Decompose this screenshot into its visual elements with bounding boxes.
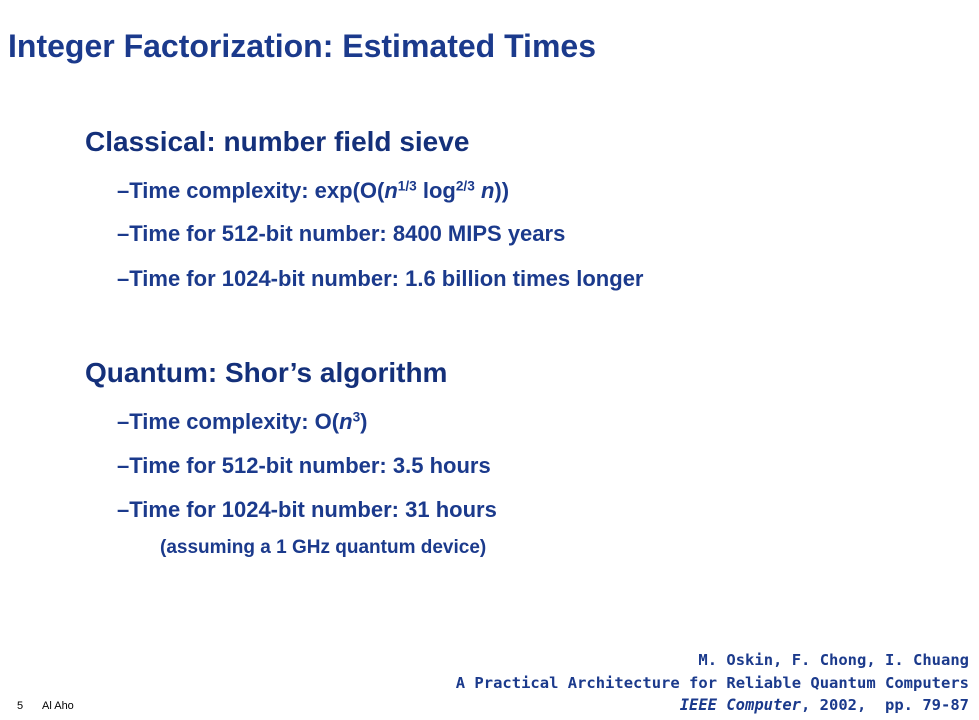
- text-run: –Time for 512-bit number: 8400 MIPS year…: [117, 221, 566, 246]
- text-run: IEEE Computer: [679, 696, 802, 714]
- slide-title: Integer Factorization: Estimated Times: [8, 28, 596, 64]
- text-run: –Time for 1024-bit number: 1.6 billion t…: [117, 266, 644, 291]
- citation-line: IEEE Computer, 2002, pp. 79-87: [680, 696, 969, 714]
- bullet-item: –Time for 512-bit number: 3.5 hours: [117, 453, 491, 479]
- bullet-item: –Time for 1024-bit number: 31 hours: [117, 497, 497, 523]
- bullet-item: –Time for 512-bit number: 8400 MIPS year…: [117, 221, 565, 247]
- bullet-item: –Time complexity: O(n3): [117, 409, 367, 435]
- text-run: )): [494, 178, 510, 203]
- text-run: –Time complexity: O(: [117, 409, 340, 434]
- superscript: 1/3: [397, 178, 417, 194]
- text-run: n: [480, 178, 495, 203]
- text-run: ): [360, 409, 368, 434]
- text-run: –Time complexity: exp(O(: [117, 178, 385, 203]
- author: Al Aho: [42, 700, 74, 712]
- text-run: –Time for 1024-bit number: 31 hours: [117, 497, 497, 522]
- text-run: –Time for 512-bit number: 3.5 hours: [117, 453, 491, 478]
- note: (assuming a 1 GHz quantum device): [160, 537, 487, 558]
- text-run: M. Oskin, F. Chong, I. Chuang: [698, 651, 969, 669]
- superscript: 2/3: [455, 178, 475, 194]
- section-heading: Classical: number field sieve: [85, 126, 470, 157]
- text-run: n: [384, 178, 398, 203]
- citation-line: M. Oskin, F. Chong, I. Chuang: [698, 651, 969, 669]
- text-run: log: [416, 178, 456, 203]
- text-run: A Practical Architecture for Reliable Qu…: [455, 674, 969, 692]
- bullet-item: –Time complexity: exp(O(n1/3 log2/3 n)): [117, 178, 509, 204]
- text-run: n: [339, 409, 353, 434]
- section-heading: Quantum: Shor’s algorithm: [85, 357, 448, 388]
- page-number: 5: [17, 700, 24, 712]
- superscript: 3: [352, 409, 361, 425]
- text-run: , 2002, pp. 79-87: [801, 696, 969, 714]
- bullet-item: –Time for 1024-bit number: 1.6 billion t…: [117, 266, 644, 292]
- citation-line: A Practical Architecture for Reliable Qu…: [456, 674, 969, 692]
